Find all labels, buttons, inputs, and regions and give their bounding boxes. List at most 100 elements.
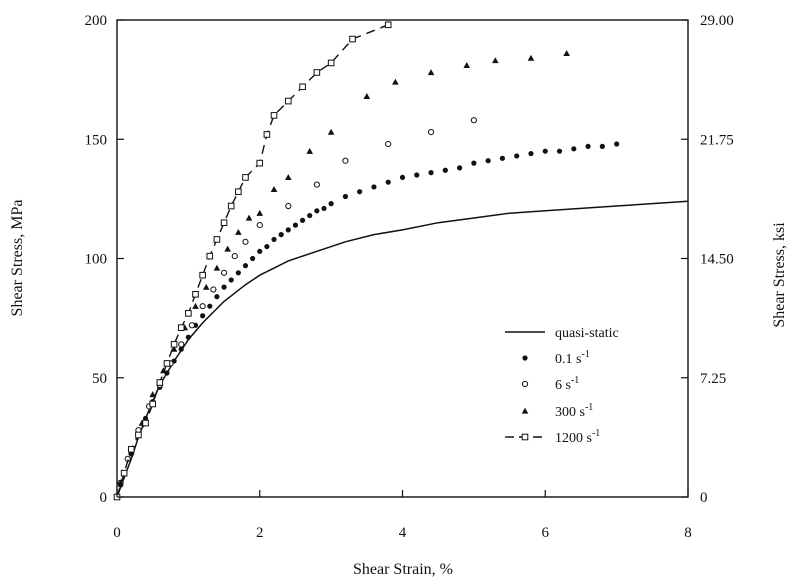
series-0 [116,200,689,498]
data-point [371,184,377,190]
data-point [250,255,256,262]
data-point [327,128,335,135]
data-point [528,150,534,157]
data-point [242,238,249,245]
data-point [306,147,314,154]
legend-symbol [521,407,529,414]
data-point [321,205,327,212]
y2-tick-label: 14.50 [700,252,734,268]
data-point [264,243,270,250]
data-point [177,324,185,331]
data-point [149,400,156,408]
data-point [256,209,264,216]
data-point [527,54,535,61]
data-point [202,283,210,290]
x-tick-label: 0 [113,525,121,541]
data-point [327,59,335,67]
y2-tick-label: 7.25 [700,371,726,387]
data-point [245,214,253,221]
data-point [342,193,348,200]
data-point [270,186,278,192]
data-point [242,174,249,181]
data-point [210,286,217,293]
data-point [414,172,420,178]
data-point [442,167,448,173]
data-point [235,188,242,196]
data-point [200,313,206,319]
data-point [357,189,363,195]
data-point [292,222,299,228]
data-point [231,253,238,260]
data-point [307,212,313,219]
y-tick-label: 50 [92,371,107,387]
data-point [163,360,171,367]
data-point [349,35,356,43]
legend-label: 6 s-1 [555,375,579,393]
data-point [313,181,320,188]
data-point [485,158,491,164]
x-axis-label: Shear Strain, % [353,561,453,578]
y-tick-label: 200 [85,13,108,29]
data-point [314,208,320,214]
data-point [178,341,185,348]
data-point [427,69,435,76]
data-point [256,159,264,167]
series-2 [117,117,477,486]
data-point [178,346,184,352]
series-4 [113,21,392,501]
data-point [221,284,227,290]
data-point [542,148,548,154]
data-point [185,310,192,317]
data-point [299,83,306,91]
data-point [399,174,406,181]
data-point [192,290,199,298]
data-point [471,160,477,166]
data-point [457,165,463,171]
y-tick-label: 150 [85,132,108,148]
y-tick-label: 100 [85,252,108,268]
data-point [342,157,349,164]
data-point [117,479,124,486]
data-point [192,302,199,309]
data-point [257,248,263,254]
data-point [207,303,213,309]
data-point [563,50,570,57]
y2-tick-label: 0 [700,490,708,506]
data-point [585,143,591,150]
data-point [328,201,334,207]
data-point [285,97,292,105]
data-point [170,341,178,348]
legend-label: 0.1 s-1 [555,349,590,367]
data-point [263,131,271,138]
data-point [491,57,499,64]
data-point [220,269,228,276]
data-point [120,469,128,477]
data-point [235,270,241,276]
data-point [199,303,206,310]
y-axis-label: Shear Stress, MPa [9,200,26,317]
data-point [135,431,142,439]
data-point [463,62,471,68]
data-point [285,202,292,210]
data-point [213,236,221,243]
data-point [185,334,191,340]
data-point [427,128,435,136]
y-tick-label: 0 [100,490,108,506]
data-point [228,277,234,283]
data-point [384,21,392,29]
data-point [188,322,196,329]
legend-label: 300 s-1 [555,402,593,420]
x-tick-label: 6 [542,525,550,541]
data-point [499,155,506,161]
data-point [514,153,520,159]
y2-tick-label: 21.75 [700,132,734,148]
series-3 [117,50,570,486]
y2-axis-label: Shear Stress, ksi [771,222,788,328]
data-point [614,141,620,147]
data-point [199,271,206,279]
x-tick-label: 2 [256,525,264,541]
data-point [313,69,321,76]
data-point [214,294,220,300]
data-point [385,140,392,148]
